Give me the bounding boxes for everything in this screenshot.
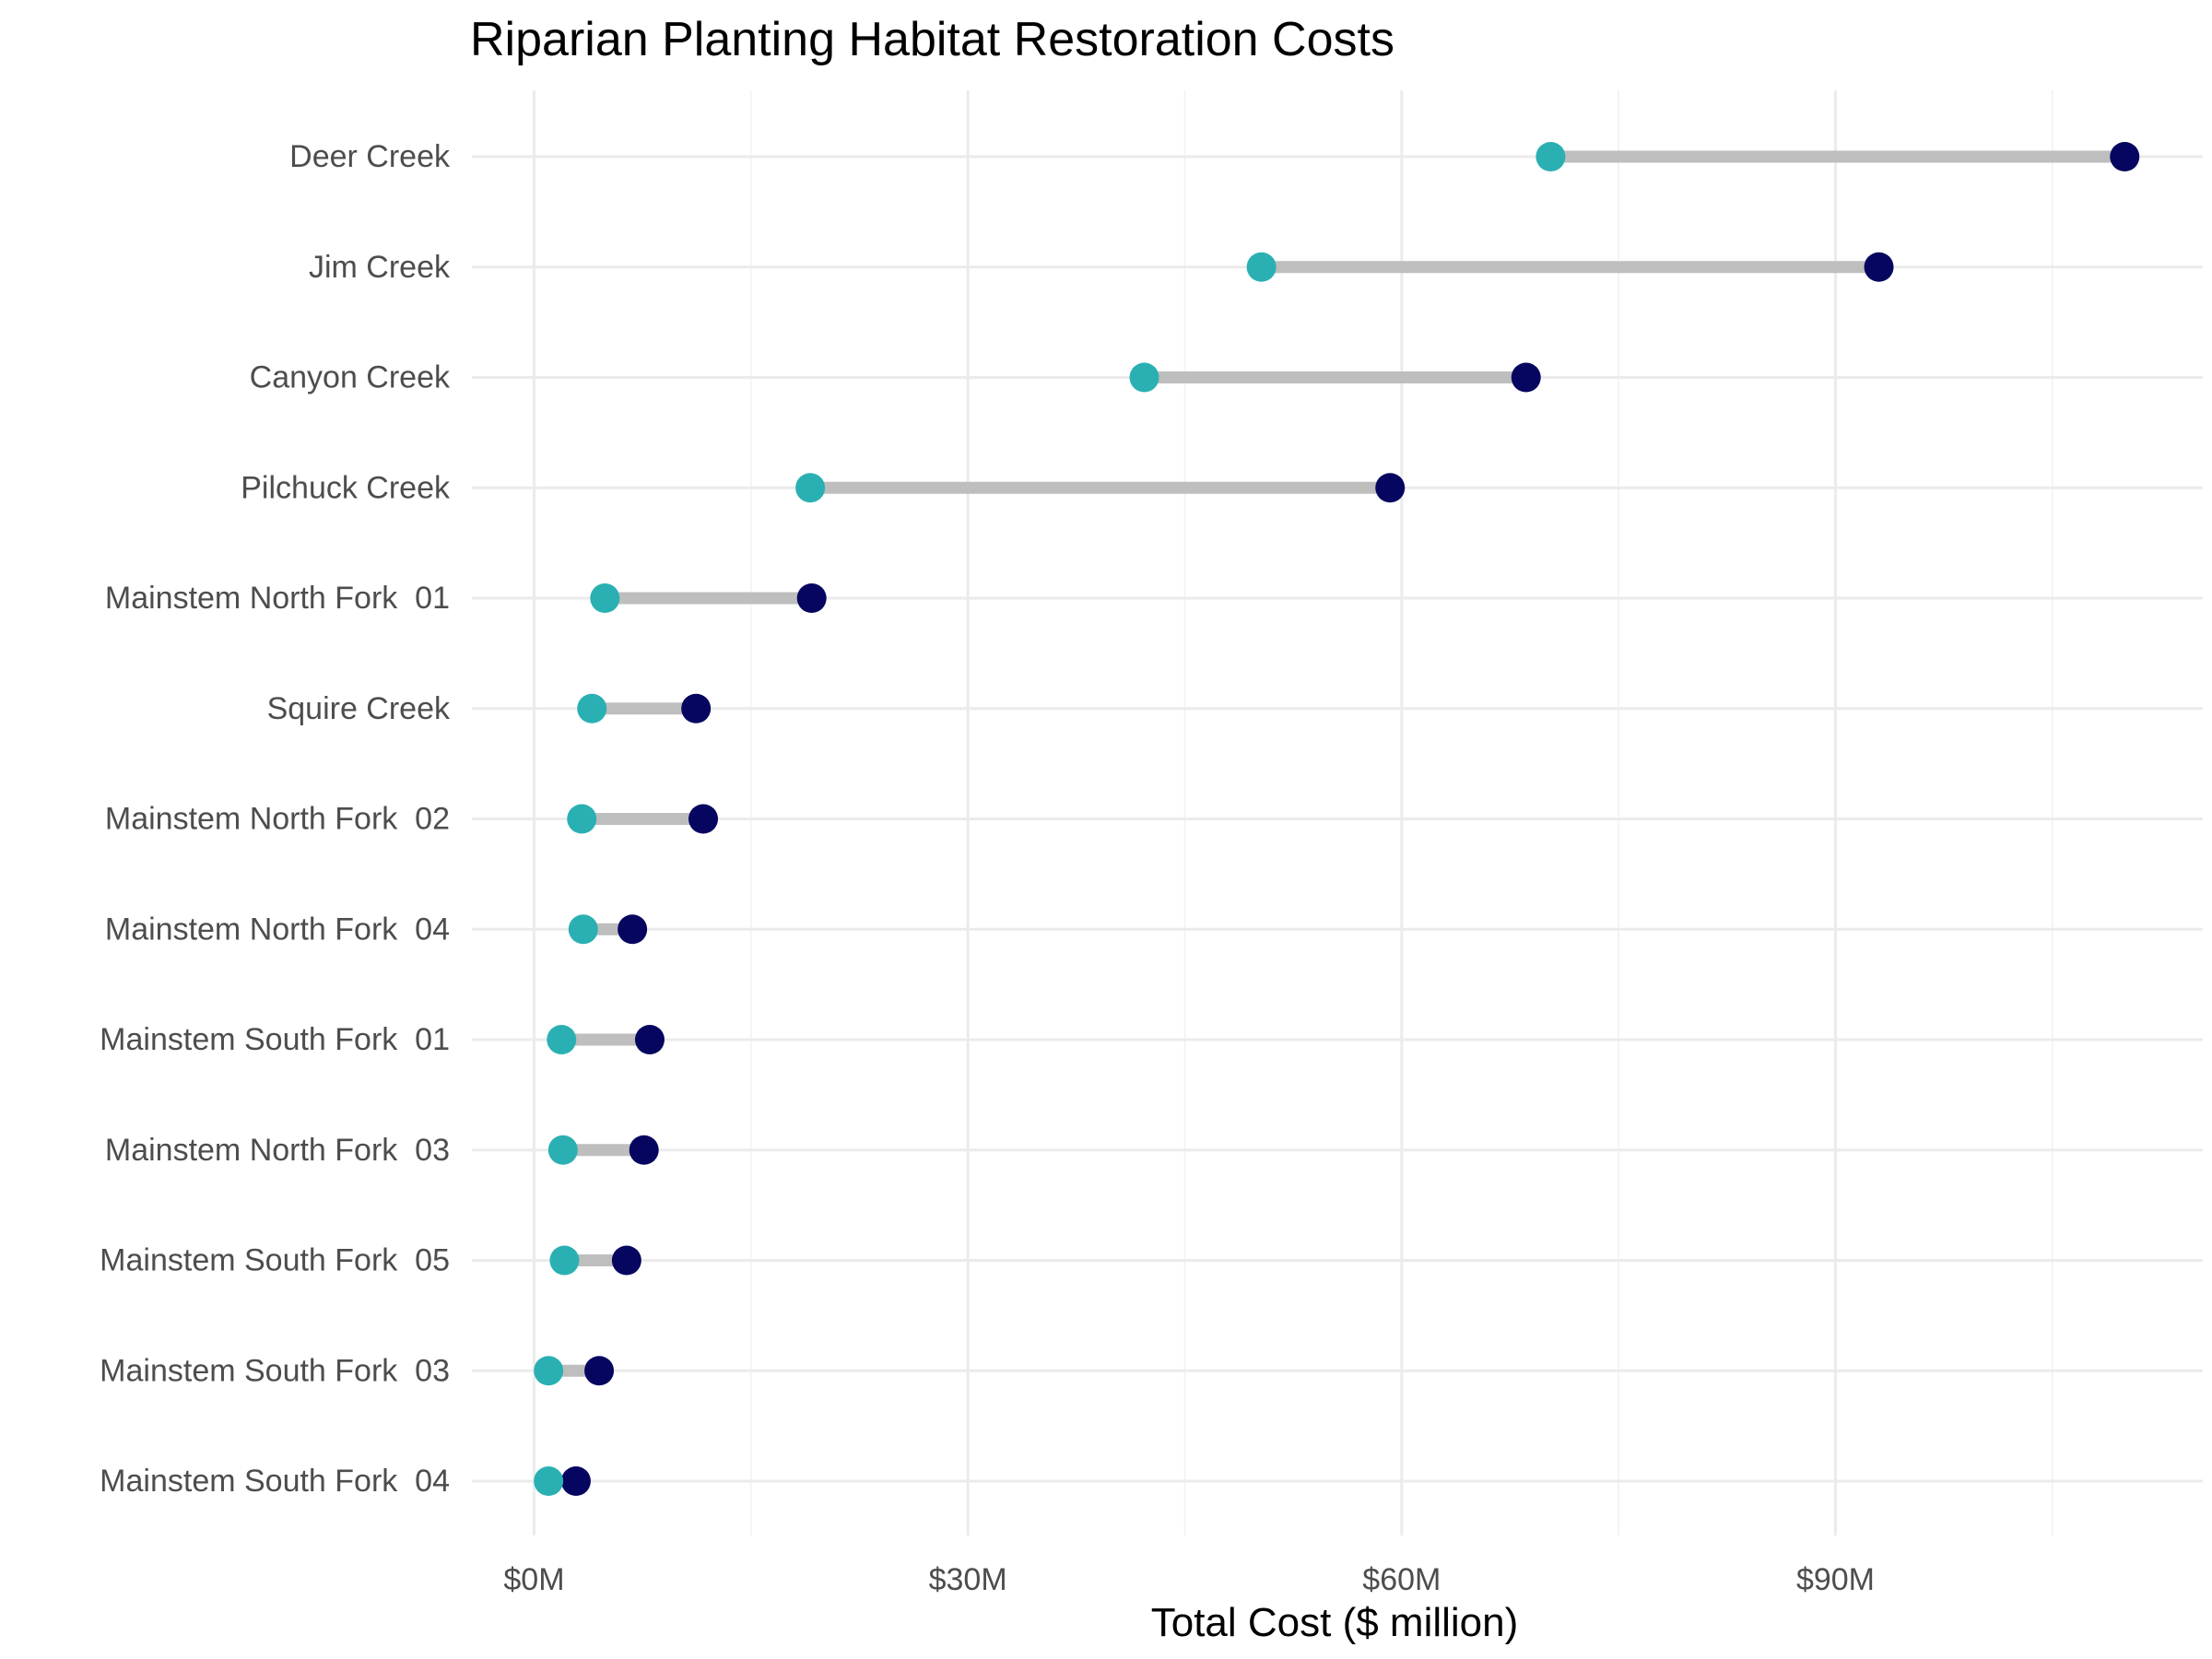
point-low	[567, 804, 597, 834]
y-tick-label: Mainstem South Fork 03	[100, 1353, 450, 1388]
point-high	[681, 693, 712, 724]
y-tick-label: Mainstem South Fork 01	[100, 1022, 450, 1057]
chart-title: Riparian Planting Habitat Restoration Co…	[470, 13, 1394, 66]
y-tick-label: Deer Creek	[289, 139, 451, 174]
point-layer	[534, 142, 2140, 1496]
segment-layer	[548, 150, 2125, 1488]
point-high	[629, 1135, 659, 1165]
y-tick-label: Mainstem South Fork 04	[100, 1464, 450, 1499]
point-high	[560, 1466, 591, 1496]
point-high	[634, 1025, 665, 1054]
y-tick-label: Mainstem North Fork 04	[105, 912, 450, 947]
y-tick-label: Pilchuck Creek	[241, 470, 451, 505]
point-low	[534, 1466, 564, 1496]
point-high	[688, 804, 719, 834]
x-tick-label: $30M	[929, 1562, 1007, 1597]
x-tick-label: $90M	[1796, 1562, 1875, 1597]
point-low	[547, 1135, 578, 1165]
y-tick-label: Mainstem North Fork 02	[105, 802, 450, 837]
point-high	[611, 1245, 641, 1276]
point-high	[796, 583, 827, 613]
y-tick-label: Canyon Creek	[250, 360, 451, 395]
y-tick-label: Mainstem North Fork 03	[105, 1133, 450, 1168]
y-tick-label: Mainstem North Fork 01	[105, 581, 450, 616]
y-tick-label: Jim Creek	[309, 250, 451, 285]
point-high	[1864, 252, 1894, 282]
point-high	[1511, 362, 1541, 393]
y-tick-labels: Deer Creek Jim Creek Canyon Creek Pilchuck …	[100, 139, 451, 1499]
point-low	[1246, 252, 1277, 282]
point-low	[534, 1356, 564, 1386]
point-low	[1129, 362, 1159, 393]
x-tick-labels: $0M $30M $60M $90M	[503, 1562, 1875, 1597]
y-tick-label: Squire Creek	[267, 691, 451, 726]
point-high	[1375, 473, 1406, 503]
point-low	[577, 693, 607, 724]
x-axis-label: Total Cost ($ million)	[1151, 1600, 1519, 1645]
point-low	[547, 1025, 577, 1054]
point-low	[1535, 142, 1566, 171]
point-high	[618, 914, 648, 945]
x-tick-label: $0M	[503, 1562, 564, 1597]
x-tick-label: $60M	[1362, 1562, 1441, 1597]
point-high	[584, 1356, 615, 1386]
point-low	[568, 914, 598, 945]
point-low	[549, 1245, 580, 1276]
point-high	[2110, 142, 2140, 171]
point-low	[795, 473, 826, 503]
point-low	[590, 583, 620, 613]
y-tick-label: Mainstem South Fork 05	[100, 1243, 450, 1278]
